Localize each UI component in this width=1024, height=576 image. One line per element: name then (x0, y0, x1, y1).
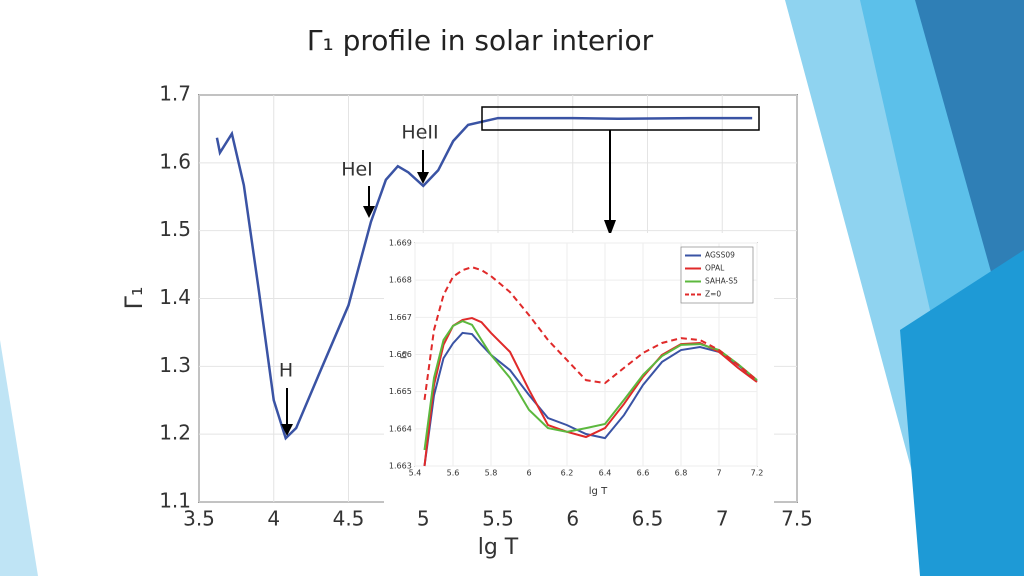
x-tick-label: 7 (716, 469, 721, 478)
x-tick-label: 6 (566, 507, 579, 531)
y-tick-label: 1.668 (389, 276, 412, 285)
annotation: HeI (341, 159, 373, 181)
legend-label: SAHA-S5 (705, 277, 738, 286)
x-tick-label: 6.8 (675, 469, 688, 478)
x-tick-label: 5.5 (482, 507, 514, 531)
y-tick-label: 1.7 (159, 82, 191, 106)
annotation-arrow-head (281, 424, 293, 436)
x-tick-label: 4 (267, 507, 280, 531)
decoration (0, 340, 38, 576)
y-tick-label: 1.4 (159, 285, 191, 309)
x-tick-label: 5.4 (409, 469, 422, 478)
x-tick-label: 5.6 (447, 469, 460, 478)
legend-label: AGSS09 (705, 251, 735, 260)
y-tick-label: 1.2 (159, 421, 191, 445)
slide-title: Γ₁ profile in solar interior (307, 24, 654, 57)
y-tick-label: 1.665 (389, 387, 412, 396)
zoom-arrow-head (604, 220, 616, 236)
annotation: H (279, 360, 293, 382)
x-tick-label: 6.5 (632, 507, 664, 531)
annotation: HeII (401, 122, 438, 144)
y-tick-label: 1.669 (389, 239, 412, 248)
zoom-box (481, 106, 760, 131)
x-tick-label: 5 (417, 507, 430, 531)
x-tick-label: 6.4 (599, 469, 612, 478)
x-tick-label: 5.8 (485, 469, 498, 478)
y-tick-label: 1.5 (159, 217, 191, 241)
decoration (900, 250, 1024, 576)
data-line (423, 266, 758, 400)
x-tick-label: 7.5 (781, 507, 813, 531)
x-tick-label: 6.2 (561, 469, 574, 478)
y-tick-label: 1.1 (159, 489, 191, 513)
annotation-arrow-head (363, 206, 375, 218)
y-tick-label: 1.3 (159, 353, 191, 377)
legend-label: Z=0 (705, 290, 721, 299)
data-line (215, 116, 753, 441)
y-tick-label: 1.6 (159, 149, 191, 173)
main-chart: 3.5 4 4.5 5 5.5 6 6.5 7 7.5 1.1 1.2 1.3 1.4 1.5 1.6 1.7… (120, 82, 813, 561)
y-axis-label: Γ₁ (120, 287, 148, 310)
x-axis-label: lg T (478, 535, 519, 560)
x-tick-label: 3.5 (183, 507, 215, 531)
x-tick-label: 7.2 (751, 469, 764, 478)
y-tick-label: 1.667 (389, 313, 412, 322)
x-tick-label: 6.6 (637, 469, 650, 478)
y-tick-label: 1.664 (389, 424, 412, 433)
x-tick-label: 4.5 (333, 507, 365, 531)
annotation-arrow-head (417, 172, 429, 184)
y-tick-label: 1.666 (389, 350, 412, 359)
data-line (423, 331, 758, 467)
legend-label: OPAL (705, 264, 725, 273)
x-tick-label: 7 (716, 507, 729, 531)
x-axis-label: lg T (589, 486, 608, 497)
y-tick-label: 1.663 (389, 462, 412, 471)
inset-chart: 5.4 5.6 5.8 6 6.2 6.4 6.6 6.8 7 7.2 1.663 1.664 1.66… (389, 239, 763, 498)
y-axis-label: Γ₁ (400, 351, 409, 359)
x-tick-label: 6 (526, 469, 531, 478)
data-line (423, 319, 758, 451)
